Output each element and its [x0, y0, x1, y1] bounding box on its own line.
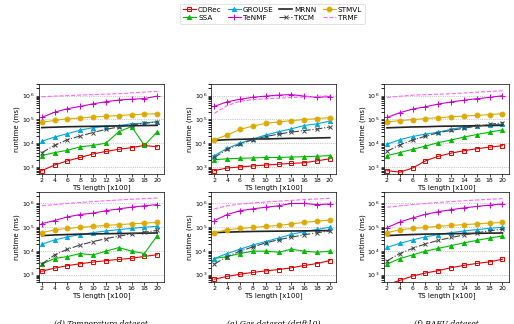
- Text: (d) Temperature dataset: (d) Temperature dataset: [54, 319, 148, 324]
- Text: (e) Gas dataset (drift10): (e) Gas dataset (drift10): [227, 319, 320, 324]
- Y-axis label: runtime (ms): runtime (ms): [14, 214, 21, 260]
- Y-axis label: runtime (ms): runtime (ms): [187, 106, 193, 152]
- X-axis label: TS length [x100]: TS length [x100]: [72, 185, 131, 191]
- X-axis label: TS length [x100]: TS length [x100]: [244, 185, 303, 191]
- Legend: CDRec, SSA, GROUSE, TeNMF, MRNN, TKCM, STMVL, TRMF: CDRec, SSA, GROUSE, TeNMF, MRNN, TKCM, S…: [180, 4, 365, 24]
- X-axis label: TS length [x100]: TS length [x100]: [72, 293, 131, 299]
- Y-axis label: runtime (ms): runtime (ms): [187, 214, 193, 260]
- X-axis label: TS length [x100]: TS length [x100]: [417, 293, 475, 299]
- Text: (c) Meteo dataset: (c) Meteo dataset: [412, 212, 480, 220]
- X-axis label: TS length [x100]: TS length [x100]: [417, 185, 475, 191]
- Y-axis label: runtime (ms): runtime (ms): [359, 106, 366, 152]
- Text: (f) BAFU dataset: (f) BAFU dataset: [414, 319, 479, 324]
- Text: (b) Gas dataset (drift6): (b) Gas dataset (drift6): [229, 212, 318, 220]
- Text: (a) Baseball dataset: (a) Baseball dataset: [63, 212, 139, 220]
- Y-axis label: runtime (ms): runtime (ms): [14, 106, 21, 152]
- Y-axis label: runtime (ms): runtime (ms): [359, 214, 366, 260]
- X-axis label: TS length [x100]: TS length [x100]: [244, 293, 303, 299]
